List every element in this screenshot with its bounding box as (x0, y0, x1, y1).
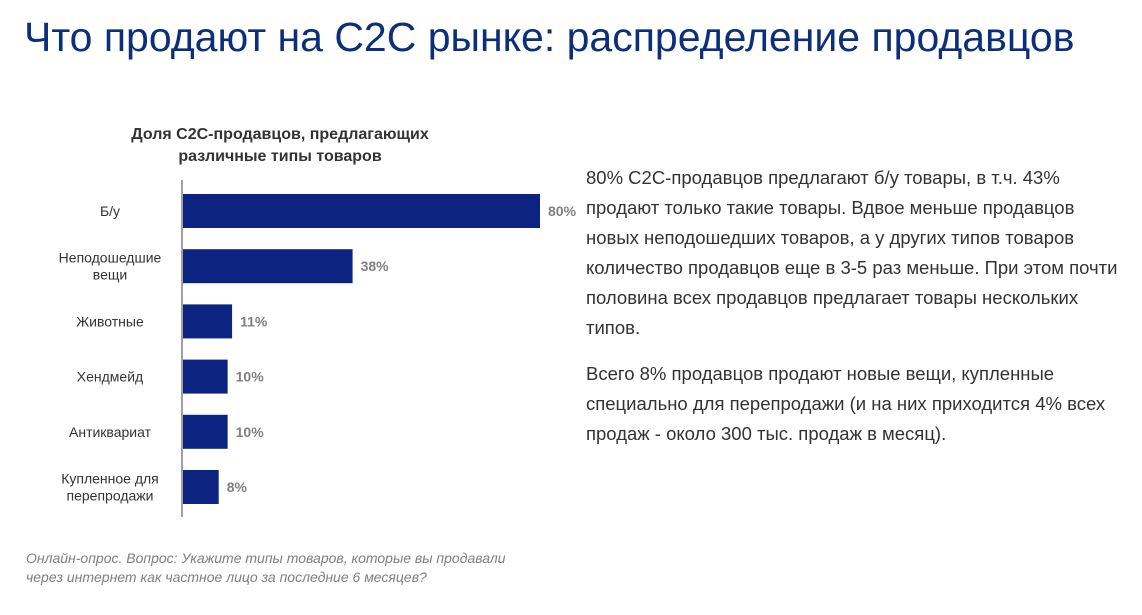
bar-2 (183, 304, 233, 339)
category-label-4: Антиквариат (69, 424, 152, 440)
category-label-5: Купленное для перепродажи (61, 471, 159, 504)
bar-4 (183, 414, 228, 449)
page-title: Что продают на C2C рынке: распределение … (24, 14, 1075, 60)
value-label-3: 10% (236, 369, 265, 385)
bar-3 (183, 359, 228, 394)
value-label-4: 10% (236, 424, 265, 440)
value-label-5: 8% (227, 479, 248, 495)
category-label-3: Хендмейд (77, 369, 143, 385)
paragraph-2: Всего 8% продавцов продают новые вещи, к… (586, 363, 1106, 444)
category-label-0: Б/у (100, 203, 120, 219)
chart-title: Доля С2С-продавцов, предлагающих различн… (131, 126, 429, 165)
bar-chart: 80% Б/у 38% Неподошедшие вещи 11% Животные 10% Х… (59, 180, 577, 517)
value-label-0: 80% (548, 203, 577, 219)
description-text: 80% С2С-продавцов предлагают б/у товары,… (586, 163, 1126, 465)
bar-1 (183, 249, 353, 284)
chart-marks: 80% Б/у 38% Неподошедшие вещи 11% Животные 10% Х… (59, 180, 577, 517)
bar-5 (183, 470, 219, 504)
paragraph-1: 80% С2С-продавцов предлагают б/у товары,… (586, 167, 1118, 338)
footnote: Онлайн-опрос. Вопрос: Укажите типы товар… (26, 550, 506, 585)
category-label-2: Животные (76, 313, 144, 329)
bar-0 (183, 194, 540, 228)
value-label-2: 11% (240, 313, 268, 329)
category-label-1: Неподошедшие вещи (59, 250, 162, 283)
value-label-1: 38% (361, 258, 390, 274)
